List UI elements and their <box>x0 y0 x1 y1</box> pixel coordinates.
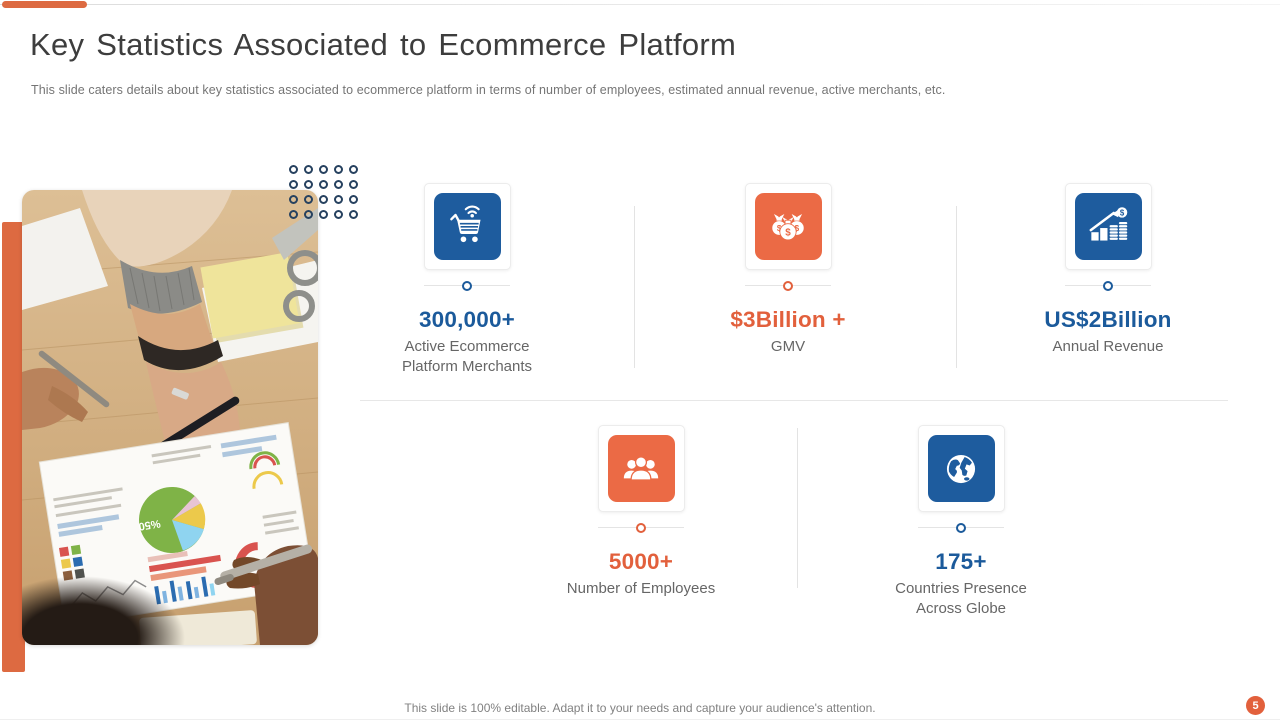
money-bags-icon: $ $ $ <box>754 193 822 260</box>
dot <box>304 195 313 204</box>
decorative-dots <box>289 165 358 219</box>
stat-label: GMV <box>770 338 806 355</box>
left-accent-bar <box>2 222 25 672</box>
dot <box>349 180 358 189</box>
page-number-badge: 5 <box>1246 696 1265 715</box>
stat-label: Annual Revenue <box>1052 338 1164 355</box>
dot <box>304 165 313 174</box>
connector-dot <box>636 523 646 533</box>
stat-label: Number of Employees <box>566 580 716 597</box>
icon-card: $ $ $ <box>744 183 832 270</box>
dot <box>289 195 298 204</box>
top-divider-line <box>0 4 1280 5</box>
dot <box>349 210 358 219</box>
dot <box>289 165 298 174</box>
dot <box>349 165 358 174</box>
page-title: Key Statistics Associated to Ecommerce P… <box>30 27 737 62</box>
stat-value: 5000+ <box>608 549 674 574</box>
stat-gmv: $ $ $ <box>673 183 903 357</box>
stat-value: $3Billion + <box>730 307 846 332</box>
vertical-divider <box>797 428 798 588</box>
vertical-divider <box>956 206 957 368</box>
connector <box>918 523 1004 533</box>
dot <box>334 210 343 219</box>
connector-dot <box>462 281 472 291</box>
svg-text:$: $ <box>795 223 800 233</box>
dot <box>319 195 328 204</box>
stat-label: Countries Presence Across Globe <box>895 580 1027 617</box>
dot <box>334 195 343 204</box>
dot <box>304 210 313 219</box>
svg-text:$: $ <box>785 227 791 238</box>
vertical-divider <box>634 206 635 368</box>
icon-card <box>423 183 511 270</box>
horizontal-divider <box>360 400 1228 401</box>
connector-dot <box>783 281 793 291</box>
dot <box>319 180 328 189</box>
coin-growth-icon: $ <box>1074 193 1142 260</box>
dot <box>319 165 328 174</box>
dot <box>334 165 343 174</box>
connector <box>424 281 510 291</box>
stat-value: 175+ <box>935 549 987 574</box>
people-group-icon <box>607 435 675 502</box>
icon-card <box>597 425 685 512</box>
icon-card <box>917 425 1005 512</box>
dot <box>289 210 298 219</box>
connector-dot <box>956 523 966 533</box>
icon-card: $ <box>1064 183 1152 270</box>
connector <box>1065 281 1151 291</box>
footer-note: This slide is 100% editable. Adapt it to… <box>404 701 876 715</box>
globe-icon <box>927 435 995 502</box>
stat-value: US$2Billion <box>1044 307 1172 332</box>
svg-text:$: $ <box>1120 208 1125 217</box>
dot <box>334 180 343 189</box>
dot <box>319 210 328 219</box>
stat-employees: 5000+ Number of Employees <box>526 425 756 599</box>
dot <box>349 195 358 204</box>
top-accent-bar <box>2 1 87 8</box>
photo-hands-charts: %50 <box>22 190 318 645</box>
stat-countries: 175+ Countries Presence Across Globe <box>846 425 1076 619</box>
dot <box>289 180 298 189</box>
photo-illustration: %50 <box>22 190 318 645</box>
connector <box>745 281 831 291</box>
dot <box>304 180 313 189</box>
connector <box>598 523 684 533</box>
stat-revenue: $ US$2Billion Annual Revenue <box>993 183 1223 357</box>
pie-percentage-label: %50 <box>138 517 162 532</box>
shopping-cart-icon <box>433 193 501 260</box>
stat-label: Active Ecommerce Platform Merchants <box>401 338 533 375</box>
stat-merchants: 300,000+ Active Ecommerce Platform Merch… <box>352 183 582 377</box>
stat-value: 300,000+ <box>418 307 516 332</box>
svg-text:$: $ <box>777 223 782 233</box>
page-subtitle: This slide caters details about key stat… <box>31 83 946 97</box>
connector-dot <box>1103 281 1113 291</box>
